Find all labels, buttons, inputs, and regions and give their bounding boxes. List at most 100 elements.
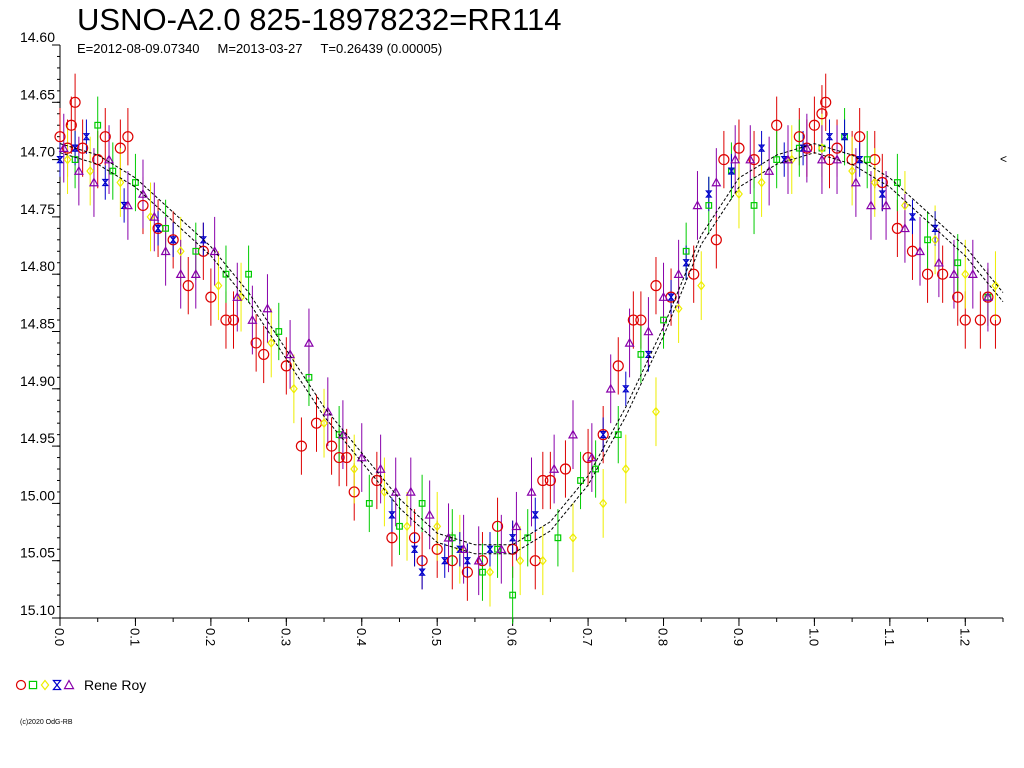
star-point — [486, 545, 494, 553]
circle-point — [854, 131, 866, 143]
square-point — [479, 568, 486, 576]
triangle-point — [850, 177, 861, 187]
circle-point — [220, 314, 232, 326]
circle-point — [771, 119, 783, 131]
triangle-point — [73, 165, 84, 175]
legend-star-icon — [52, 680, 62, 691]
circle-point — [544, 474, 556, 487]
x-tick-label: 0.0 — [52, 628, 67, 646]
triangle-point — [933, 257, 944, 267]
triangle-point — [175, 268, 186, 278]
square-point — [682, 247, 690, 255]
y-tick-label: 14.70 — [20, 144, 55, 160]
diamond-point — [176, 246, 185, 257]
chart-axes: 14.60 14.65 14.70 14.75 14.80 14.85 14.90 14.95… — [20, 29, 1004, 646]
circle-point — [114, 142, 126, 154]
square-point — [924, 236, 931, 244]
square-point — [750, 202, 758, 209]
x-tick-label: 0.8 — [656, 628, 671, 646]
circle-point — [69, 96, 81, 108]
square-point — [365, 500, 373, 507]
diamond-point — [214, 280, 223, 291]
diamond-point — [900, 200, 909, 211]
triangle-point — [405, 486, 416, 496]
triangle-point — [711, 177, 722, 187]
star-point — [622, 385, 630, 393]
square-point — [954, 259, 962, 267]
circle-point — [748, 154, 760, 166]
circle-point — [167, 234, 179, 246]
circle-point — [476, 555, 489, 567]
circle-point — [974, 314, 986, 326]
triangle-point — [511, 521, 522, 531]
circle-point — [325, 440, 338, 452]
diamond-point — [486, 567, 494, 578]
fit-curve-line-1 — [59, 143, 1004, 546]
copyright-text: (c)2020 OdG-RB — [20, 719, 73, 726]
circle-point — [341, 451, 353, 464]
diamond-point — [674, 303, 683, 314]
triangle-point — [137, 188, 149, 198]
circle-point — [816, 108, 828, 120]
diamond-point — [757, 177, 766, 188]
triangle-point — [247, 314, 258, 324]
circle-point — [597, 429, 609, 441]
triangle-point — [816, 154, 827, 164]
triangle-point — [303, 337, 314, 347]
triangle-point — [605, 383, 616, 393]
square-point — [192, 247, 200, 255]
circle-point — [921, 268, 934, 280]
triangle-point — [865, 200, 876, 210]
diamond-point — [403, 521, 411, 532]
diamond-point — [516, 555, 525, 566]
triangle-point — [262, 303, 273, 313]
circle-point — [820, 96, 832, 108]
diamond-point — [621, 464, 630, 474]
legend-circle-icon — [15, 680, 27, 691]
star-point — [101, 178, 109, 187]
circle-point — [793, 131, 805, 143]
square-point — [418, 500, 426, 507]
circle-point — [989, 314, 1002, 326]
square-point — [396, 522, 403, 530]
period-text: T=0.26439 (0.00005) — [320, 41, 443, 56]
epoch-text: E=2012-08-09.07340 — [77, 41, 200, 56]
triangle-point — [88, 177, 99, 187]
triangle-point — [190, 268, 201, 278]
circle-point — [99, 131, 111, 143]
diamond-point — [870, 177, 879, 188]
triangle-point — [473, 555, 484, 565]
circle-point — [461, 566, 473, 578]
circle-point — [77, 142, 89, 154]
circle-point — [295, 440, 308, 452]
circle-point — [710, 234, 722, 246]
star-point — [531, 511, 539, 519]
star-point — [508, 534, 517, 542]
square-point — [705, 202, 713, 209]
star-point — [599, 431, 607, 439]
y-tick-label: 14.65 — [20, 86, 55, 102]
square-point — [94, 121, 102, 129]
triangle-point — [673, 268, 684, 278]
legend-diamond-icon — [40, 679, 50, 691]
triangle-point — [782, 154, 794, 164]
diamond-point — [599, 498, 608, 509]
triangle-point — [526, 486, 537, 496]
circle-point — [831, 142, 843, 154]
y-tick-label: 15.05 — [20, 545, 55, 561]
circle-point — [137, 199, 149, 212]
circle-point — [250, 337, 262, 349]
diamond-point — [289, 383, 298, 394]
diamond-point — [961, 269, 970, 280]
diamond-point — [848, 166, 857, 177]
star-point — [410, 545, 419, 553]
triangle-point — [982, 291, 993, 301]
legend-symbols — [15, 679, 75, 691]
square-point — [305, 373, 313, 381]
circle-point — [635, 314, 647, 326]
circle-point — [227, 314, 240, 326]
legend-triangle-icon — [63, 679, 75, 690]
star-point — [644, 350, 653, 359]
triangle-point — [58, 142, 69, 152]
triangle-point — [745, 154, 756, 164]
